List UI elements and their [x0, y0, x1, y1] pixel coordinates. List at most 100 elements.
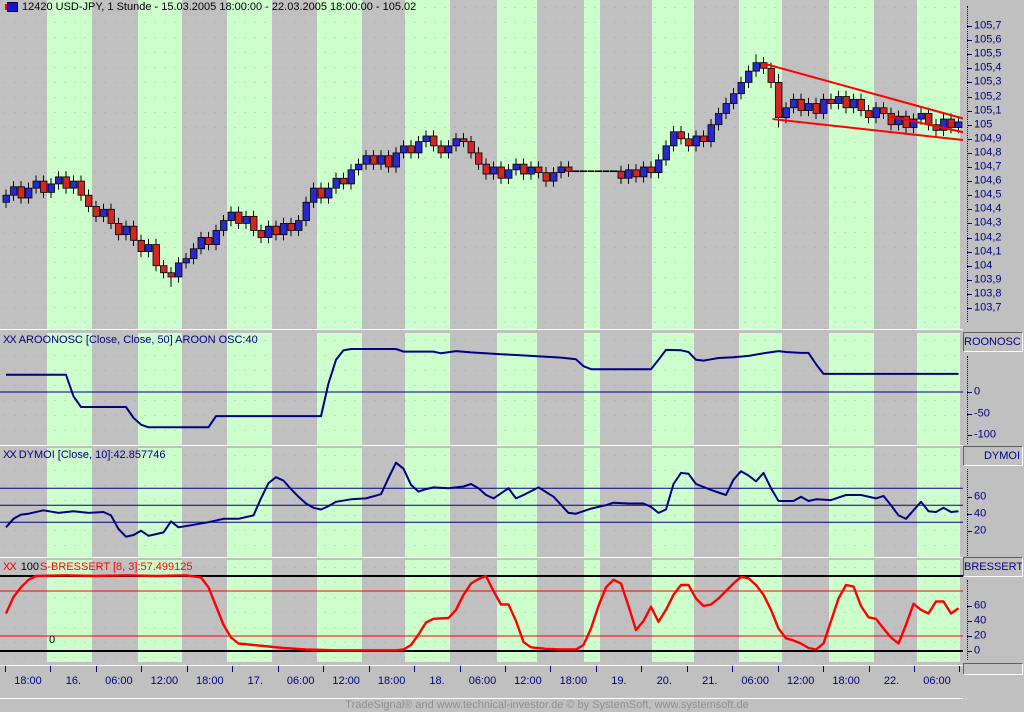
panel-splitter[interactable]	[0, 557, 963, 561]
candle-down	[137, 239, 145, 253]
candle-up	[745, 70, 753, 83]
time-tick	[550, 666, 552, 672]
dymoi-chart	[0, 461, 963, 538]
panel-splitter[interactable]	[0, 445, 963, 449]
time-tick	[868, 666, 870, 672]
candle-down	[205, 237, 213, 245]
price-tick	[967, 54, 972, 56]
candle-down	[92, 206, 100, 217]
candle-up	[872, 107, 880, 119]
price-tick-label: 103,9	[974, 273, 1002, 286]
trendline	[772, 118, 963, 141]
panel-close-icon[interactable]: XX	[3, 449, 17, 461]
candle-down	[407, 145, 415, 154]
indicator-tick-label: 0	[974, 385, 981, 398]
candle-down	[902, 115, 910, 128]
indicator-tick	[967, 530, 972, 532]
price-tick	[967, 181, 972, 183]
bressert-axis-0-label: 0	[49, 634, 56, 646]
time-tick-label: 21.	[702, 675, 718, 687]
candle-down	[40, 180, 48, 193]
aroonosc-label: XX AROONOSC [Close, Close, 50] AROON OSC:…	[3, 334, 258, 346]
dymoi-label: XX DYMOI [Close, 10]:42.857746	[3, 449, 165, 461]
indicator-tick-label: -50	[974, 406, 990, 419]
time-tick-label: 22.	[883, 675, 900, 687]
time-tick-label: 18:00	[14, 675, 42, 687]
indicator-tick-label: 20	[974, 629, 987, 642]
candle-down	[160, 265, 168, 274]
price-tick-label: 105,2	[974, 89, 1002, 102]
panel-close-icon[interactable]: XX	[3, 561, 17, 573]
candle-up	[55, 176, 63, 185]
candle-up	[295, 220, 303, 231]
session-stripe	[584, 333, 600, 445]
candle-down	[677, 131, 685, 140]
candle-up	[415, 141, 423, 154]
price-tick	[967, 265, 972, 267]
candle-up	[917, 113, 925, 120]
candle-up	[782, 107, 790, 119]
price-tick-label: 104,3	[974, 216, 1002, 229]
panel-close-icon[interactable]: XX	[3, 334, 17, 346]
indicator-tick-label: 20	[974, 524, 987, 537]
dymoi-axis-title: DYMOI	[963, 446, 1023, 466]
candle-down	[340, 177, 348, 185]
panel-splitter[interactable]	[0, 329, 963, 333]
time-tick	[641, 666, 643, 672]
price-tick	[967, 124, 972, 126]
candle-down	[235, 211, 243, 224]
session-stripe	[227, 448, 272, 557]
candle-down	[85, 194, 93, 207]
candle-up	[790, 98, 798, 109]
candle-up	[190, 248, 198, 260]
chart-title: 12420 USD-JPY, 1 Stunde - 15.03.2005 18:…	[22, 1, 417, 13]
bressert-line	[4, 574, 960, 652]
indicator-tick	[967, 392, 972, 393]
price-tick-label: 104,9	[974, 132, 1002, 145]
candle-down	[62, 176, 70, 189]
candle-down	[152, 244, 160, 267]
candle-up	[175, 262, 183, 278]
candle-down	[482, 163, 490, 175]
time-tick	[595, 666, 597, 672]
candle-up	[392, 152, 400, 168]
price-tick-label: 103,8	[974, 287, 1002, 300]
price-tick	[967, 40, 972, 42]
candle-up	[362, 155, 370, 165]
time-tick-label: 12:00	[332, 675, 360, 687]
candle-down	[767, 67, 775, 83]
candle-up	[715, 113, 723, 126]
candle-down	[685, 138, 693, 147]
bressert-chart	[0, 574, 963, 652]
price-tick-label: 105,3	[974, 75, 1002, 88]
session-stripe	[47, 0, 92, 329]
candle-down	[700, 135, 708, 143]
candle-down	[475, 152, 483, 165]
indicator-tick	[967, 636, 972, 637]
indicator-tick-label: 0	[974, 644, 981, 657]
session-stripe	[405, 0, 450, 329]
price-tick-label: 104,4	[974, 202, 1002, 215]
candle-up	[70, 180, 78, 189]
time-tick	[323, 666, 325, 672]
time-tick	[777, 666, 779, 672]
time-tick-label: 18:00	[832, 675, 860, 687]
candle-up	[227, 211, 235, 221]
candle-up	[47, 183, 55, 193]
price-tick-label: 104,8	[974, 146, 1002, 159]
candle-up	[280, 222, 288, 236]
candle-up	[752, 62, 760, 72]
candle-down	[827, 98, 835, 104]
candle-up	[527, 166, 535, 175]
bressert-axis-100-label: 100	[20, 561, 40, 573]
candle-up	[640, 166, 648, 178]
candle-up	[400, 145, 408, 154]
indicator-tick	[967, 496, 972, 498]
price-tick	[967, 223, 972, 225]
candle-up	[25, 187, 33, 199]
price-tick	[967, 167, 972, 168]
trendline	[765, 63, 963, 120]
session-stripe	[829, 0, 874, 329]
candle-up	[100, 208, 108, 217]
candle-down	[857, 98, 865, 111]
